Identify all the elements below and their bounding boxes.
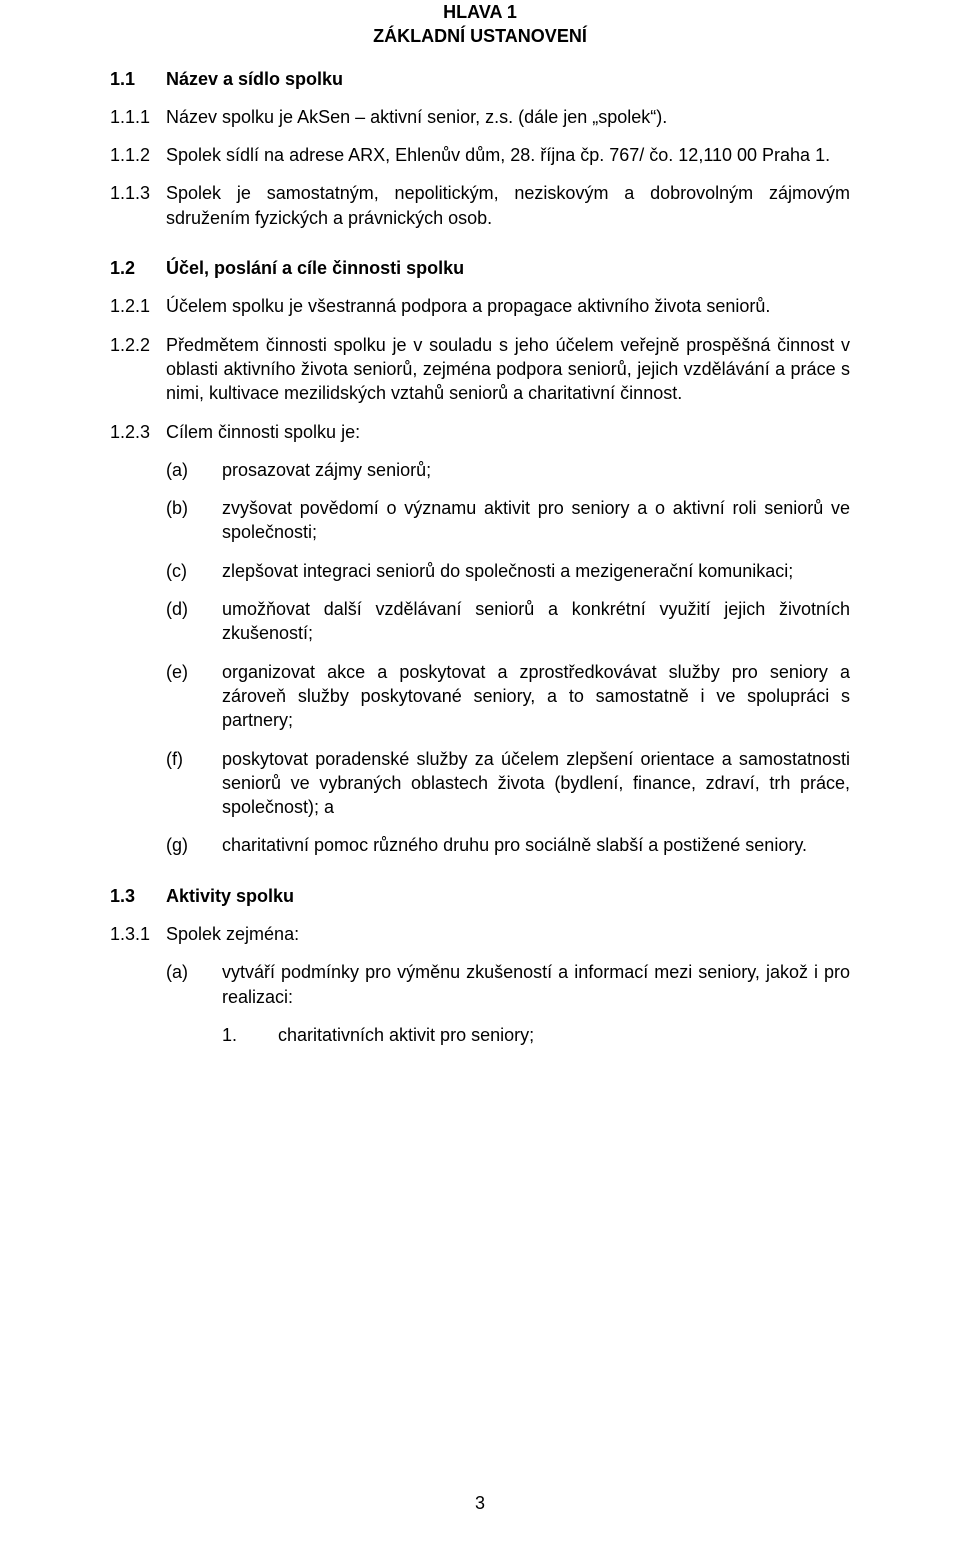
para-1-1-3: 1.1.3 Spolek je samostatným, nepolitický… [110, 181, 850, 230]
para-text: Cílem činnosti spolku je: [166, 420, 850, 444]
list-marker: (f) [110, 747, 222, 820]
section-1-2-heading: 1.2 Účel, poslání a cíle činnosti spolku [110, 256, 850, 280]
para-number: 1.1.2 [110, 143, 166, 167]
hlava-title-2: ZÁKLADNÍ USTANOVENÍ [110, 24, 850, 48]
list-text: vytváří podmínky pro výměnu zkušeností a… [222, 960, 850, 1009]
para-text: Název spolku je AkSen – aktivní senior, … [166, 105, 850, 129]
list-marker: (g) [110, 833, 222, 857]
para-number: 1.2.1 [110, 294, 166, 318]
section-number: 1.3 [110, 884, 166, 908]
para-number: 1.1.3 [110, 181, 166, 230]
list-1-3-1: (a) vytváří podmínky pro výměnu zkušenos… [110, 960, 850, 1047]
para-1-2-2: 1.2.2 Předmětem činnosti spolku je v sou… [110, 333, 850, 406]
para-number: 1.1.1 [110, 105, 166, 129]
list-marker: (a) [110, 960, 222, 1009]
list-text: umožňovat další vzdělávaní seniorů a kon… [222, 597, 850, 646]
list-item-a: (a) prosazovat zájmy seniorů; [110, 458, 850, 482]
document-page: HLAVA 1 ZÁKLADNÍ USTANOVENÍ 1.1 Název a … [0, 0, 960, 1545]
para-text: Předmětem činnosti spolku je v souladu s… [166, 333, 850, 406]
section-1-1-heading: 1.1 Název a sídlo spolku [110, 67, 850, 91]
section-1-3-heading: 1.3 Aktivity spolku [110, 884, 850, 908]
para-number: 1.3.1 [110, 922, 166, 946]
list-marker: (e) [110, 660, 222, 733]
list-text: poskytovat poradenské služby za účelem z… [222, 747, 850, 820]
list-marker: (a) [110, 458, 222, 482]
list-item-c: (c) zlepšovat integraci seniorů do spole… [110, 559, 850, 583]
list-marker: (c) [110, 559, 222, 583]
para-1-1-2: 1.1.2 Spolek sídlí na adrese ARX, Ehlenů… [110, 143, 850, 167]
para-text: Spolek je samostatným, nepolitickým, nez… [166, 181, 850, 230]
list-text: charitativní pomoc různého druhu pro soc… [222, 833, 850, 857]
section-number: 1.2 [110, 256, 166, 280]
para-1-3-1: 1.3.1 Spolek zejména: [110, 922, 850, 946]
list-marker: (d) [110, 597, 222, 646]
hlava-title-1: HLAVA 1 [110, 0, 850, 24]
para-number: 1.2.2 [110, 333, 166, 406]
section-title: Název a sídlo spolku [166, 67, 343, 91]
para-1-2-1: 1.2.1 Účelem spolku je všestranná podpor… [110, 294, 850, 318]
list-item-a: (a) vytváří podmínky pro výměnu zkušenos… [110, 960, 850, 1009]
list-text: organizovat akce a poskytovat a zprostře… [222, 660, 850, 733]
para-text: Spolek sídlí na adrese ARX, Ehlenův dům,… [166, 143, 850, 167]
section-title: Účel, poslání a cíle činnosti spolku [166, 256, 464, 280]
list-item-d: (d) umožňovat další vzdělávaní seniorů a… [110, 597, 850, 646]
list-item-f: (f) poskytovat poradenské služby za účel… [110, 747, 850, 820]
para-text: Účelem spolku je všestranná podpora a pr… [166, 294, 850, 318]
sublist-text: charitativních aktivit pro seniory; [278, 1023, 850, 1047]
sublist-item-1: 1. charitativních aktivit pro seniory; [110, 1023, 850, 1047]
para-number: 1.2.3 [110, 420, 166, 444]
list-marker: (b) [110, 496, 222, 545]
section-number: 1.1 [110, 67, 166, 91]
para-1-1-1: 1.1.1 Název spolku je AkSen – aktivní se… [110, 105, 850, 129]
sublist-marker: 1. [110, 1023, 278, 1047]
page-number: 3 [0, 1491, 960, 1515]
section-title: Aktivity spolku [166, 884, 294, 908]
list-item-g: (g) charitativní pomoc různého druhu pro… [110, 833, 850, 857]
para-1-2-3: 1.2.3 Cílem činnosti spolku je: [110, 420, 850, 444]
list-text: zlepšovat integraci seniorů do společnos… [222, 559, 850, 583]
list-text: zvyšovat povědomí o významu aktivit pro … [222, 496, 850, 545]
list-1-2-3: (a) prosazovat zájmy seniorů; (b) zvyšov… [110, 458, 850, 858]
list-item-b: (b) zvyšovat povědomí o významu aktivit … [110, 496, 850, 545]
list-item-e: (e) organizovat akce a poskytovat a zpro… [110, 660, 850, 733]
para-text: Spolek zejména: [166, 922, 850, 946]
list-text: prosazovat zájmy seniorů; [222, 458, 850, 482]
